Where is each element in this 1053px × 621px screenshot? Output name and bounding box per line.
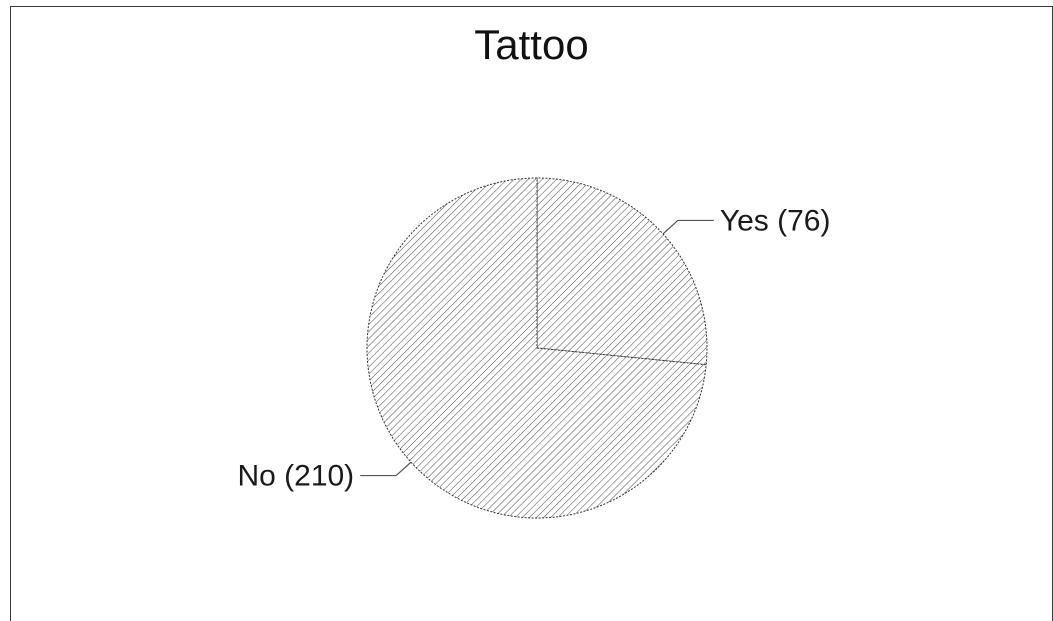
leader-line-no — [360, 461, 412, 477]
slices-layer — [366, 177, 708, 519]
leader-line-yes — [662, 219, 714, 235]
slice-label-yes: Yes (76) — [720, 204, 831, 237]
pie-slice-yes — [536, 177, 708, 366]
labels-layer: Yes (76) No (210) — [237, 204, 830, 492]
pie-slice-no — [366, 177, 707, 519]
slice-label-no: No (210) — [237, 460, 354, 493]
chart-title: Tattoo — [474, 21, 589, 68]
